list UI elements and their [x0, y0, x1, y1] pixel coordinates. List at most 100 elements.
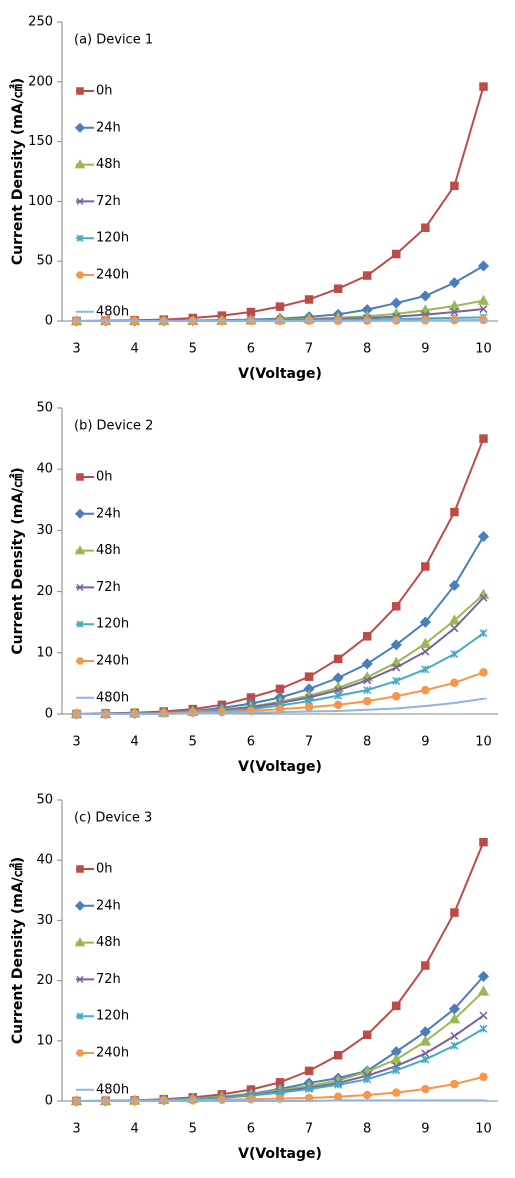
legend-marker	[76, 1012, 84, 1020]
x-tick-label: 9	[421, 342, 429, 357]
legend-label: 24h	[96, 506, 121, 521]
marker	[334, 691, 343, 700]
chart-title: (b) Device 2	[74, 419, 153, 434]
legend-label: 0h	[96, 470, 113, 485]
marker	[363, 686, 372, 695]
marker	[421, 223, 430, 232]
legend-marker	[76, 620, 84, 628]
legend-label: 240h	[96, 1046, 129, 1061]
y-tick-label: 30	[36, 523, 53, 538]
marker	[479, 1024, 488, 1033]
marker	[362, 696, 372, 706]
marker	[361, 658, 373, 670]
legend-label: 48h	[96, 157, 121, 172]
y-tick-label: 250	[28, 15, 53, 30]
y-tick-label: 150	[28, 134, 53, 149]
legend-marker	[76, 271, 84, 279]
legend-label: 480h	[96, 690, 129, 705]
marker	[421, 562, 430, 571]
marker	[217, 1095, 227, 1105]
legend-label: 0h	[96, 862, 113, 877]
marker	[479, 82, 488, 91]
legend-label: 120h	[96, 1009, 129, 1024]
marker	[479, 305, 488, 314]
x-tick-label: 7	[305, 1122, 313, 1137]
marker	[390, 297, 402, 309]
x-tick-label: 4	[131, 735, 139, 750]
marker	[392, 1001, 401, 1011]
legend-marker	[74, 900, 86, 911]
marker	[450, 307, 459, 317]
marker	[419, 616, 431, 628]
x-tick-label: 10	[475, 342, 492, 357]
marker	[390, 1053, 403, 1064]
y-tick-label: 50	[36, 254, 53, 269]
marker	[479, 1072, 488, 1082]
marker	[450, 1041, 459, 1050]
x-tick-label: 3	[72, 735, 80, 750]
marker	[419, 1035, 432, 1046]
marker	[421, 1084, 430, 1094]
chart-title: (c) Device 3	[74, 811, 152, 826]
y-tick-label: 50	[36, 401, 53, 416]
marker	[477, 530, 490, 543]
marker	[450, 1079, 459, 1089]
x-tick-label: 5	[189, 342, 197, 357]
legend-label: 48h	[96, 935, 121, 950]
x-tick-label: 8	[363, 735, 371, 750]
legend-label: 72h	[96, 972, 121, 987]
legend-marker	[76, 197, 84, 205]
legend-marker	[76, 1049, 84, 1057]
x-tick-label: 6	[247, 342, 255, 357]
marker	[362, 271, 372, 280]
marker	[479, 593, 488, 602]
x-tick-label: 6	[247, 735, 255, 750]
y-tick-label: 40	[36, 853, 53, 868]
marker	[333, 654, 343, 664]
marker	[450, 507, 459, 517]
marker	[333, 1050, 343, 1060]
y-tick-label: 0	[45, 1094, 53, 1109]
x-tick-label: 4	[131, 1122, 139, 1137]
x-tick-label: 7	[305, 342, 313, 357]
y-tick-label: 200	[28, 74, 53, 89]
marker	[333, 700, 343, 710]
legend-marker	[74, 545, 86, 555]
marker	[392, 692, 401, 701]
marker	[419, 290, 431, 302]
y-tick-label: 0	[45, 707, 53, 722]
legend-label: 24h	[96, 898, 121, 913]
legend-marker	[76, 975, 84, 983]
x-tick-label: 6	[247, 1122, 255, 1137]
marker	[392, 1088, 401, 1097]
marker	[305, 1084, 314, 1093]
marker	[333, 1092, 343, 1102]
marker	[477, 970, 490, 982]
marker	[421, 665, 430, 674]
marker	[362, 1030, 372, 1040]
legend-marker	[76, 234, 84, 242]
x-tick-label: 9	[421, 735, 429, 750]
marker	[392, 676, 401, 685]
marker	[392, 602, 401, 611]
x-tick-label: 10	[475, 1122, 492, 1137]
legend-marker	[76, 473, 84, 481]
marker	[390, 656, 403, 667]
chart-title: (a) Device 1	[74, 33, 153, 48]
marker	[275, 684, 285, 694]
marker	[304, 295, 314, 304]
x-tick-label: 7	[305, 735, 313, 750]
legend-label: 240h	[96, 654, 129, 669]
marker	[390, 639, 402, 651]
legend-label: 72h	[96, 580, 121, 595]
legend-marker	[76, 657, 84, 665]
x-tick-label: 8	[363, 342, 371, 357]
marker	[421, 1049, 430, 1058]
marker	[419, 637, 432, 648]
x-axis-title: V(Voltage)	[238, 366, 322, 382]
marker	[362, 1090, 372, 1100]
marker	[450, 624, 459, 633]
marker	[304, 703, 314, 712]
x-tick-label: 3	[72, 342, 80, 357]
